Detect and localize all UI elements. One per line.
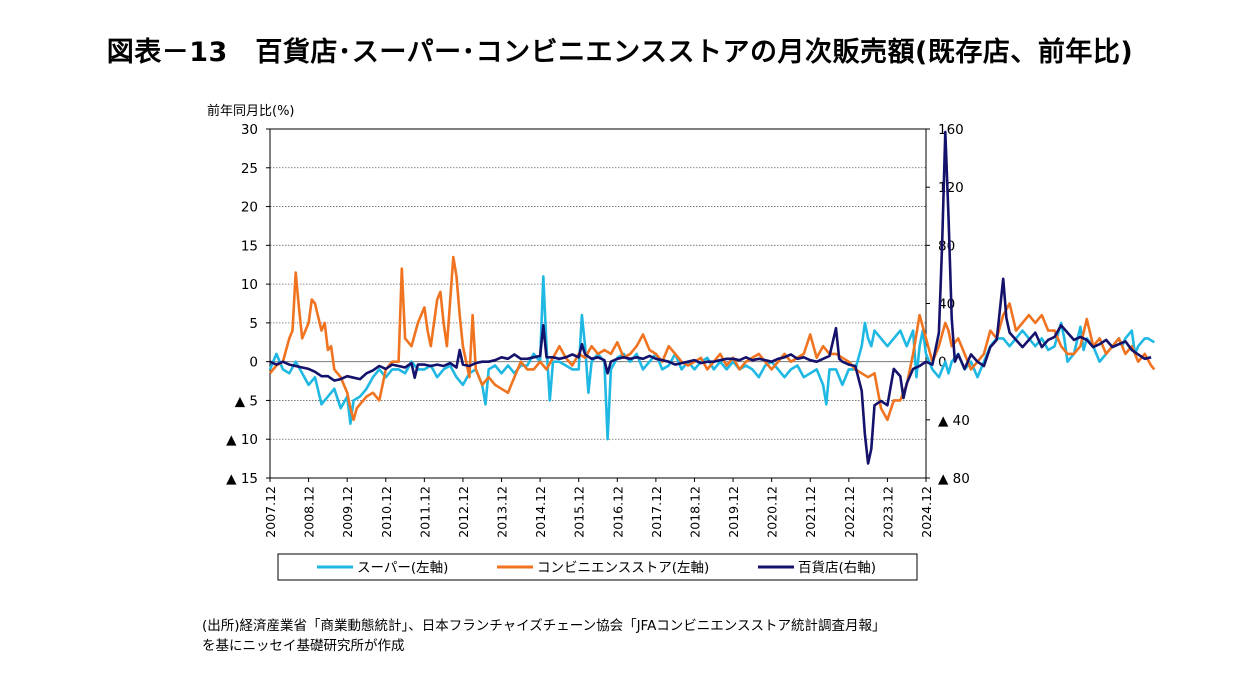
left-tick-label: 15 (241, 238, 258, 254)
x-tick-label: 2021.12 (803, 486, 818, 538)
left-tick-label: 20 (241, 200, 258, 216)
x-tick-label: 2010.12 (379, 486, 394, 538)
chart-title: 図表－13 百貨店･スーパー･コンビニエンスストアの月次販売額(既存店、前年比) (106, 37, 1134, 68)
right-tick-label: 0 (938, 355, 947, 371)
legend-label: 百貨店(右軸) (798, 559, 876, 576)
series-layer (268, 130, 1156, 465)
x-tick-label: 2013.12 (495, 486, 510, 538)
right-tick-label: ▲ 80 (938, 471, 970, 487)
right-tick-label: 120 (938, 180, 964, 196)
legend-items: スーパー(左軸) コンビニエンスストア(左軸) 百貨店(右軸) (317, 559, 876, 576)
x-tick-label: 2008.12 (302, 486, 317, 538)
x-tick-label: 2022.12 (842, 486, 857, 538)
legend-convenience-store: コンビニエンスストア(左軸) (497, 560, 709, 576)
left-axis: 30 25 20 15 10 5 0 ▲ 5 ▲ 10 ▲ 15 (226, 122, 270, 487)
left-tick-label: 0 (249, 355, 258, 371)
x-tick-label: 2020.12 (765, 486, 780, 538)
right-tick-label: ▲ 40 (938, 413, 970, 429)
series-department-store (269, 130, 1152, 465)
legend (277, 553, 918, 581)
plot-frame (269, 128, 927, 479)
left-tick-label: 25 (241, 161, 258, 177)
source-note-line2: を基にニッセイ基礎研究所が作成 (202, 638, 405, 654)
x-tick-label: 2015.12 (572, 486, 587, 538)
left-tick-label: 10 (241, 277, 258, 293)
x-tick-label: 2014.12 (533, 486, 548, 538)
x-tick-label: 2018.12 (687, 486, 702, 538)
x-tick-label: 2024.12 (919, 486, 934, 538)
right-tick-label: 160 (938, 122, 964, 138)
left-tick-label: 30 (241, 122, 258, 138)
gridlines (270, 167, 926, 440)
x-tick-label: 2016.12 (610, 486, 625, 538)
x-tick-label: 2023.12 (880, 486, 895, 538)
left-tick-label: ▲ 15 (226, 471, 258, 487)
left-axis-label: 前年同月比(%) (207, 103, 295, 119)
x-tick-label: 2011.12 (417, 486, 432, 538)
x-axis: 2007.12 2008.12 2009.12 2010.12 2011.12 2012.… (263, 478, 934, 538)
legend-department-store: 百貨店(右軸) (758, 559, 876, 576)
x-tick-label: 2019.12 (726, 486, 741, 538)
x-tick-label: 2007.12 (263, 486, 278, 538)
x-tick-label: 2012.12 (456, 486, 471, 538)
left-tick-label: 5 (249, 316, 258, 332)
left-tick-label: ▲ 5 (235, 393, 258, 409)
x-tick-label: 2017.12 (649, 486, 664, 538)
legend-label: コンビニエンスストア(左軸) (537, 560, 709, 576)
legend-label: スーパー(左軸) (357, 560, 448, 576)
series-convenience-store (268, 255, 1156, 422)
legend-supermarket: スーパー(左軸) (317, 560, 448, 576)
left-tick-label: ▲ 10 (226, 432, 258, 448)
x-tick-label: 2009.12 (340, 486, 355, 538)
source-note-line1: (出所)経済産業省「商業動態統計」、日本フランチャイズチェーン協会「JFAコンビ… (202, 618, 886, 634)
